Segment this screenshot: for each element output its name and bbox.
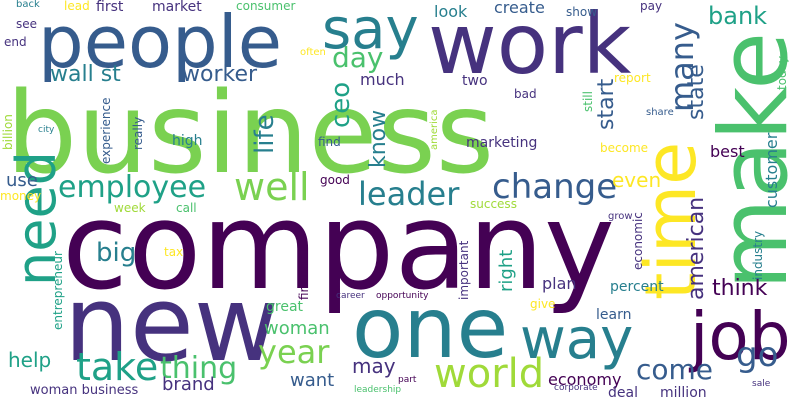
word: state — [684, 64, 709, 120]
word: corporate — [554, 383, 598, 393]
word: go — [736, 335, 779, 375]
word: know — [366, 109, 391, 168]
word: industry — [751, 230, 765, 280]
word: much — [360, 70, 405, 89]
word: find — [318, 135, 341, 149]
word: consumer — [236, 0, 296, 13]
word: plan — [542, 274, 577, 293]
word: two — [462, 73, 488, 89]
word: week — [114, 201, 146, 215]
word: job — [690, 298, 791, 375]
word: often — [300, 47, 326, 58]
word: bank — [708, 2, 768, 30]
word: good — [320, 173, 350, 187]
word: create — [494, 0, 545, 17]
word: america — [429, 109, 440, 150]
word: company — [62, 178, 616, 317]
word: start — [594, 78, 619, 130]
word: high — [172, 133, 203, 149]
word: sale — [752, 379, 771, 389]
word: even — [612, 168, 662, 192]
word: think — [712, 276, 768, 301]
word: may — [352, 354, 396, 378]
word: way — [520, 307, 634, 372]
word: report — [614, 71, 651, 85]
word: today — [775, 55, 789, 90]
word: big — [96, 238, 137, 268]
word: really — [131, 116, 145, 150]
word: change — [492, 167, 618, 207]
word: still — [581, 91, 595, 112]
word: people — [38, 0, 283, 84]
word: entrepreneur — [51, 251, 65, 330]
word: right — [496, 249, 517, 292]
word: want — [290, 370, 335, 391]
word: wall st — [50, 62, 121, 87]
word: see — [16, 17, 38, 31]
word: pay — [640, 0, 663, 13]
word: business — [6, 69, 495, 199]
word: year — [258, 333, 330, 371]
word: share — [646, 107, 674, 118]
word: well — [234, 165, 310, 209]
word: employee — [58, 170, 207, 205]
word: leadership — [354, 385, 402, 395]
word: help — [8, 348, 52, 372]
word: customer — [762, 132, 781, 208]
word: experience — [99, 97, 113, 164]
word: thing — [160, 351, 238, 386]
word: woman — [264, 318, 330, 339]
word: one — [352, 279, 509, 377]
word: back — [16, 0, 40, 10]
word: economy — [548, 370, 622, 389]
word: become — [600, 141, 649, 155]
word: deal — [608, 385, 638, 400]
word: tax — [164, 245, 184, 259]
word: money — [0, 189, 42, 203]
word: show — [566, 5, 598, 19]
word: ceo — [326, 81, 356, 128]
word: use — [6, 170, 38, 191]
word: grow — [608, 211, 633, 222]
word: day — [332, 41, 384, 74]
word: say — [322, 0, 419, 62]
word: world — [434, 351, 545, 397]
word: leader — [358, 175, 460, 213]
word: take — [76, 345, 159, 389]
word: economic — [631, 212, 645, 270]
word: learn — [596, 307, 632, 323]
word: city — [38, 125, 55, 135]
word: brand — [162, 374, 215, 395]
word: american — [684, 196, 709, 300]
word: worker — [182, 62, 258, 87]
word: market — [152, 0, 202, 15]
word: great — [266, 299, 304, 315]
word: call — [176, 201, 197, 215]
word: first — [96, 0, 124, 15]
word: percent — [610, 279, 664, 295]
word: look — [434, 2, 468, 21]
word: woman business — [30, 383, 139, 398]
word: come — [636, 353, 714, 386]
word: million — [660, 385, 707, 400]
word: bad — [514, 87, 537, 101]
word: work — [428, 0, 632, 93]
word: give — [530, 297, 556, 311]
word: end — [4, 35, 27, 49]
word: new — [64, 263, 279, 385]
word: opportunity — [376, 291, 429, 301]
word: lead — [64, 0, 90, 13]
word: career — [336, 291, 365, 301]
word: financial — [297, 249, 311, 300]
word: important — [457, 240, 471, 300]
word: part — [398, 375, 417, 385]
word: marketing — [466, 135, 538, 151]
word: best — [710, 142, 745, 161]
word: life — [250, 114, 280, 154]
word: success — [470, 197, 517, 211]
word: billion — [1, 114, 15, 150]
